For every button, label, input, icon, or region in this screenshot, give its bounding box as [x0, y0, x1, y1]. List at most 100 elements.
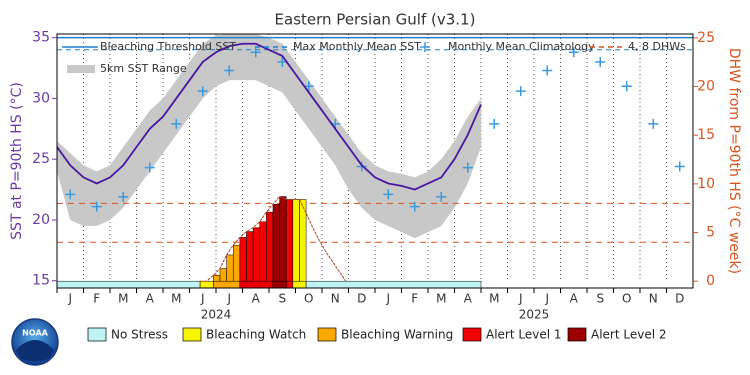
climatology-marker	[118, 191, 129, 202]
stress-strip	[213, 280, 241, 288]
x-tick-label: M	[118, 292, 128, 306]
stress-strip	[272, 280, 287, 288]
climatology-marker	[91, 201, 102, 212]
dhw-bar	[252, 227, 260, 282]
dhw-bar	[232, 244, 241, 282]
y-tick-label: 25	[32, 151, 50, 167]
climatology-marker	[383, 189, 394, 200]
legend-label: Bleaching Warning	[341, 328, 453, 342]
dhw-bar	[279, 196, 287, 282]
x-tick-label: M	[171, 292, 181, 306]
climatology-marker	[489, 118, 500, 129]
legend-label: No Stress	[111, 328, 168, 342]
year-label: 2024	[201, 308, 232, 322]
dhw-bar	[226, 254, 234, 282]
x-tick-label: A	[252, 292, 261, 306]
dhw-bar	[266, 211, 274, 282]
stress-strip	[57, 280, 201, 288]
x-tick-label: O	[622, 292, 631, 306]
y2-tick-label: 10	[697, 176, 715, 192]
dhw-bar	[259, 221, 267, 282]
legend-marker	[420, 42, 430, 52]
climatology-marker	[436, 191, 447, 202]
dhw-bar	[272, 204, 280, 282]
dhw-bar	[239, 237, 247, 282]
x-tick-label: J	[385, 292, 390, 306]
climatology-marker	[409, 201, 420, 212]
x-tick-label: O	[304, 292, 313, 306]
y-tick-label: 35	[32, 30, 50, 46]
stress-strip	[305, 280, 482, 288]
x-tick-label: J	[67, 292, 72, 306]
plot-area	[57, 34, 693, 288]
sst-line	[57, 42, 482, 191]
legend-label: Max Monthly Mean SST	[293, 40, 421, 53]
dhw-bar	[246, 231, 254, 282]
legend-swatch	[87, 327, 107, 342]
legend-label: 5km SST Range	[100, 62, 187, 75]
x-tick-label: F	[93, 292, 100, 306]
legend-swatch	[567, 327, 587, 342]
climatology-marker	[542, 65, 553, 76]
climatology-marker	[65, 189, 76, 200]
climatology-marker	[197, 86, 208, 97]
x-tick-label: D	[675, 292, 684, 306]
legend-label: Alert Level 1	[486, 328, 562, 342]
x-tick-label: D	[357, 292, 366, 306]
x-tick-label: F	[411, 292, 418, 306]
stress-strip	[239, 280, 274, 288]
x-tick-label: S	[596, 292, 604, 306]
dhw-line	[200, 195, 347, 282]
climatology-marker	[224, 65, 235, 76]
legend-label: Alert Level 2	[591, 328, 667, 342]
x-tick-label: S	[278, 292, 286, 306]
chart-title: Eastern Persian Gulf (v3.1)	[275, 11, 476, 29]
legend-swatch	[317, 327, 337, 342]
stress-strip	[199, 280, 214, 288]
x-tick-label: J	[544, 292, 549, 306]
x-tick-label: N	[649, 292, 658, 306]
dhw-bar	[292, 199, 300, 282]
dhw-bar	[219, 268, 227, 282]
x-tick-label: N	[331, 292, 340, 306]
stress-strip	[292, 280, 307, 288]
y-tick-label: 20	[32, 212, 50, 228]
legend-label: Bleaching Watch	[206, 328, 306, 342]
legend-label: Bleaching Threshold SST	[100, 40, 236, 53]
dhw-bar	[213, 275, 221, 282]
legend-label: 4, 8 DHWs	[628, 40, 686, 53]
y-axis-label: SST at P=90th HS (°C)	[9, 82, 25, 240]
y2-tick-label: 15	[697, 127, 715, 143]
climatology-marker	[462, 162, 473, 173]
climatology-marker	[621, 81, 632, 92]
climatology-marker	[648, 118, 659, 129]
dhw-bar	[299, 199, 307, 282]
x-tick-label: A	[464, 292, 473, 306]
stress-strip	[285, 280, 294, 288]
y2-tick-label: 20	[697, 79, 715, 95]
climatology-marker	[250, 47, 261, 58]
x-tick-label: J	[518, 292, 523, 306]
climatology-marker	[674, 161, 685, 172]
x-tick-label: J	[226, 292, 231, 306]
x-tick-label: M	[489, 292, 499, 306]
sst-range-band	[57, 34, 481, 239]
climatology-marker	[515, 86, 526, 97]
y-tick-label: 30	[32, 90, 50, 106]
legend-swatch	[182, 327, 202, 342]
logo-text: NOAA	[22, 329, 48, 338]
dhw-bar	[285, 199, 294, 282]
y2-axis-label: DHW from P=90th HS (°C week)	[726, 48, 742, 274]
climatology-marker	[568, 47, 579, 58]
legend-label: Monthly Mean Climatology	[448, 40, 595, 53]
y-tick-label: 15	[32, 273, 50, 289]
y2-tick-label: 25	[697, 30, 715, 46]
x-tick-label: A	[570, 292, 579, 306]
year-label: 2025	[519, 308, 550, 322]
x-tick-label: J	[200, 292, 205, 306]
y2-tick-label: 0	[706, 273, 715, 289]
climatology-marker	[595, 56, 606, 67]
climatology-marker	[144, 162, 155, 173]
y2-tick-label: 5	[706, 225, 715, 241]
